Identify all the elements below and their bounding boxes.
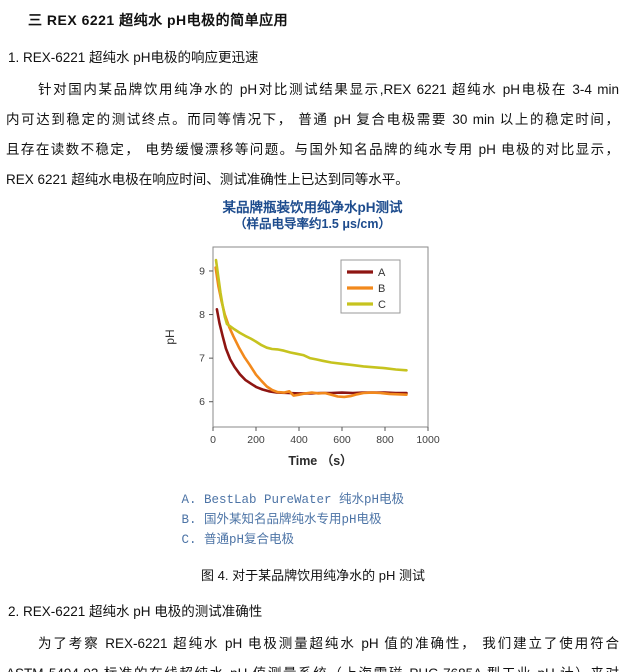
figure-legend-text: A. BestLab PureWater 纯水pH电极 B. 国外某知名品牌纯水…: [182, 490, 468, 550]
figure-caption: 图 4. 对于某品牌饮用纯净水的 pH 测试: [201, 568, 425, 583]
legend-label-a: A: [378, 267, 386, 279]
document-title: 三 REX 6221 超纯水 pH电极的简单应用: [28, 12, 289, 28]
paragraph-line: REX 6221 超纯水电极在响应时间、测试准确性上已达到同等水平。: [6, 172, 409, 187]
x-tick-label: 1000: [416, 434, 440, 446]
section2-heading: 2. REX-6221 超纯水 pH 电极的测试准确性: [8, 604, 263, 619]
paragraph-line: ASTM 5494-93 标准的在线超纯水 pH 值测量系统（上海雷磁 PHG-…: [6, 659, 619, 672]
series-line-c: [214, 258, 408, 372]
series-line-b: [213, 266, 408, 399]
figure-legend-line-a: A. BestLab PureWater 纯水pH电极: [181, 493, 405, 507]
x-tick-label: 200: [247, 434, 265, 446]
figure-block: 某品牌瓶装饮用纯净水pH测试 （样品电导率约1.5 μs/cm） 0 200 400…: [158, 199, 468, 584]
y-tick-label: 9: [199, 265, 205, 277]
plot-border: [212, 246, 428, 428]
paragraph-line: 针对国内某品牌饮用纯净水的 pH对比测试结果显示,REX 6221 超纯水 pH…: [38, 82, 619, 97]
legend-label-b: B: [378, 283, 385, 295]
chart-title: 某品牌瓶装饮用纯净水pH测试: [222, 200, 403, 215]
ph-chart-svg: 0 200 400 600 800 1000 6 7 8 9 pH Time （s） ABC: [163, 246, 440, 468]
y-axis-label: pH: [163, 329, 177, 344]
ph-chart: 0 200 400 600 800 1000 6 7 8 9 pH Time （s） A B C: [158, 237, 468, 488]
x-tick-label: 400: [290, 434, 308, 446]
y-tick-label: 8: [199, 309, 205, 321]
x-axis-label: Time （s）: [288, 453, 352, 468]
section1-heading: 1. REX-6221 超纯水 pH电极的响应更迅速: [8, 50, 259, 65]
y-tick-label: 6: [199, 396, 205, 408]
figure-legend-line-b: B. 国外某知名品牌纯水专用pH电极: [181, 513, 382, 527]
paragraph-line: 且存在读数不稳定， 电势缓慢漂移等问题。与国外知名品牌的纯水专用 pH 电极的对…: [6, 142, 619, 157]
chart-subtitle: （样品电导率约1.5 μs/cm）: [234, 217, 391, 231]
x-tick-label: 600: [333, 434, 351, 446]
paragraph-line: 内可达到稳定的测试终点。而同等情况下， 普通 pH 复合电极需要 30 min …: [6, 112, 619, 127]
x-tick-label: 800: [376, 434, 394, 446]
paragraph-line: 为了考察 REX-6221 超纯水 pH 电极测量超纯水 pH 值的准确性， 我…: [38, 636, 619, 651]
section2-paragraph: 为了考察 REX-6221 超纯水 pH 电极测量超纯水 pH 值的准确性， 我…: [6, 629, 619, 672]
x-tick-label: 0: [210, 434, 216, 446]
legend-label-c: C: [378, 299, 386, 311]
section1-paragraph: 针对国内某品牌饮用纯净水的 pH对比测试结果显示,REX 6221 超纯水 pH…: [6, 75, 619, 195]
series-line-a: [215, 308, 408, 395]
figure-legend-line-c: C. 普通pH复合电极: [181, 533, 295, 547]
y-tick-label: 7: [199, 353, 205, 365]
